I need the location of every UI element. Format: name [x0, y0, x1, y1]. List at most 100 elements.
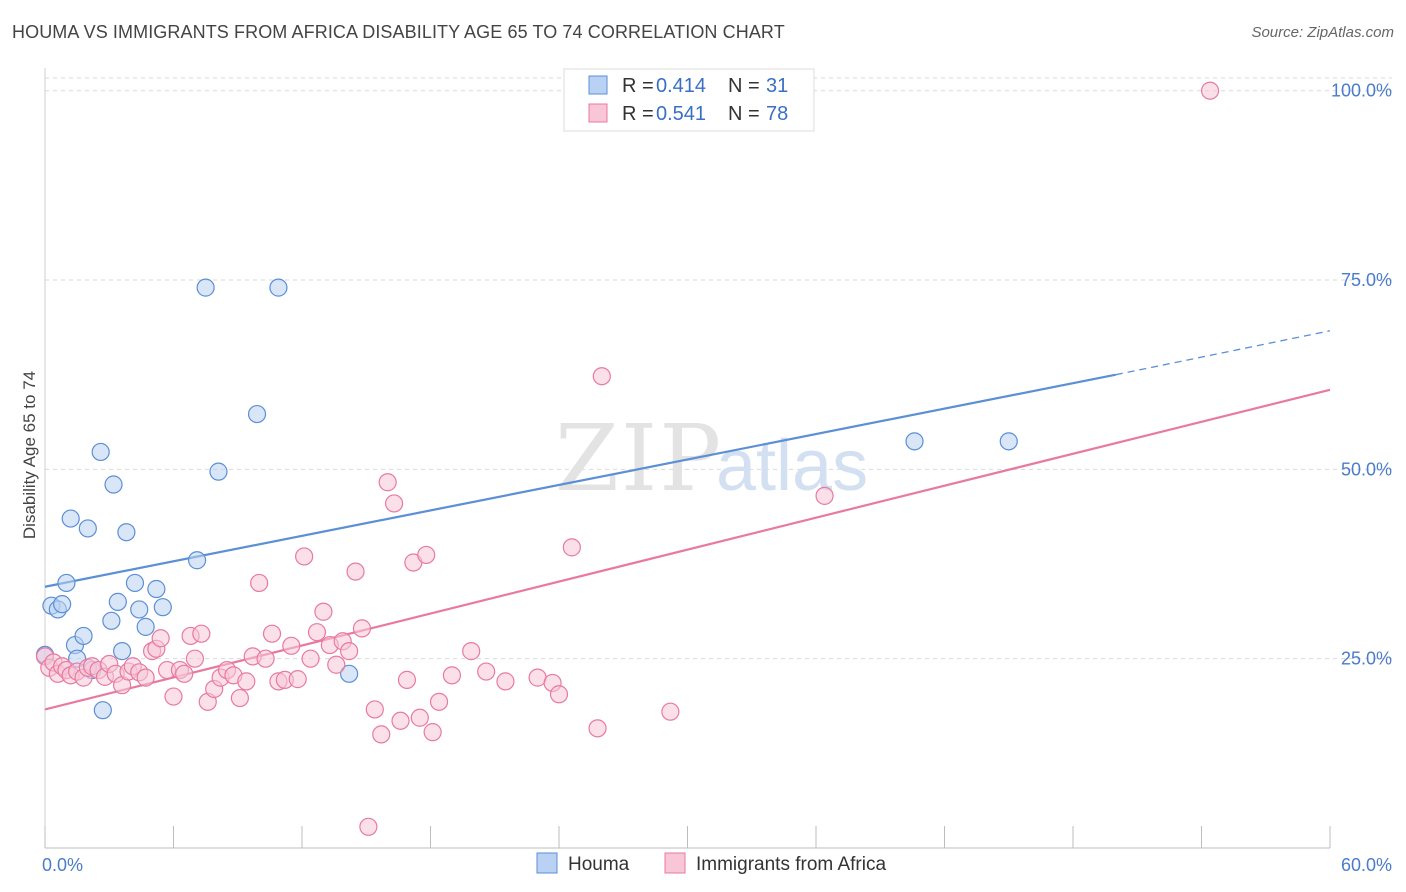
series-1-point-35 [230, 688, 249, 708]
stats-legend: R = 0.414 N = 31 R = 0.541 N = 78 [563, 68, 815, 132]
series-1-point-61 [397, 670, 417, 689]
series-1-point-47 [307, 623, 327, 642]
series-1-point-43 [282, 636, 301, 655]
legend-n-value-1: 78 [766, 103, 788, 125]
series-1-point-75 [588, 719, 607, 738]
series-1-point-58 [378, 473, 397, 492]
series-0-point-22 [153, 598, 172, 617]
y-axis-label: Disability Age 65 to 74 [20, 371, 39, 539]
legend-r-value-1: 0.541 [656, 103, 706, 125]
series-1-point-68 [462, 642, 481, 661]
legend-r-label-1: R = [622, 103, 654, 125]
x-tick-labels: 0.0% 60.0% [42, 855, 1392, 875]
bottom-legend-swatch-1 [664, 852, 686, 874]
series-0-point-28 [340, 664, 359, 683]
x-tick-label-max: 60.0% [1341, 855, 1392, 875]
series-1-point-74 [562, 538, 581, 557]
series-1-point-69 [477, 662, 496, 681]
series-0-point-24 [196, 278, 215, 297]
series-1-point-53 [346, 562, 365, 581]
legend-n-value-0: 31 [766, 75, 788, 97]
series-1-point-39 [256, 649, 275, 668]
series-1-points [35, 81, 1220, 836]
bottom-legend-swatch-0 [536, 852, 558, 874]
grid-lines [45, 77, 1392, 660]
series-0-points [35, 278, 1018, 720]
series-0-point-5 [61, 509, 80, 528]
series-1-point-44 [288, 670, 307, 689]
series-0-trend-extension [1115, 330, 1331, 376]
series-0-point-27 [269, 278, 288, 297]
series-1-point-57 [372, 725, 391, 744]
bottom-legend: Houma Immigrants from Africa [536, 852, 886, 875]
series-0-point-13 [102, 611, 121, 630]
legend-n-label-1: N = [728, 103, 760, 125]
legend-swatch-1 [588, 103, 608, 123]
series-1-point-22 [151, 629, 170, 648]
bottom-legend-label-0: Houma [568, 854, 630, 875]
series-1-point-70 [496, 672, 515, 691]
series-1-point-46 [301, 649, 320, 668]
series-0-point-11 [91, 442, 110, 462]
series-0-point-20 [136, 617, 155, 636]
series-1-point-56 [365, 700, 384, 719]
series-0-point-3 [53, 595, 72, 614]
series-1-point-60 [391, 711, 410, 730]
series-1-point-67 [442, 666, 462, 685]
data-points [35, 81, 1220, 836]
series-0-point-25 [209, 462, 228, 481]
series-1-point-28 [185, 649, 205, 668]
series-1-point-24 [164, 687, 183, 706]
series-1-point-50 [327, 655, 346, 674]
series-0-point-21 [147, 579, 166, 599]
series-0-point-8 [74, 626, 93, 646]
series-0-point-19 [130, 600, 149, 619]
series-1-point-76 [592, 367, 611, 386]
series-0-point-14 [104, 475, 123, 494]
series-1-point-66 [429, 692, 449, 711]
series-1-point-55 [359, 817, 378, 836]
axes [44, 68, 1331, 849]
series-1-point-26 [175, 664, 194, 683]
series-0-point-30 [999, 432, 1018, 451]
legend-r-value-0: 0.414 [656, 75, 706, 97]
series-1-point-52 [340, 642, 359, 661]
series-1-point-19 [136, 668, 155, 687]
series-0-point-23 [187, 551, 207, 570]
series-0-point-12 [93, 701, 112, 720]
y-tick-labels: 25.0% 50.0% 75.0% 100.0% [1331, 81, 1392, 669]
series-0-point-29 [905, 432, 924, 451]
trend-lines [44, 330, 1331, 711]
series-1-point-63 [410, 708, 429, 727]
y-tick-label-0: 25.0% [1341, 649, 1392, 669]
series-1-point-65 [423, 723, 442, 742]
series-1-point-29 [192, 624, 211, 643]
series-0-point-4 [57, 573, 76, 593]
series-1-point-64 [417, 545, 436, 565]
series-0-trend-line [44, 373, 1117, 588]
series-1-point-78 [815, 486, 834, 505]
series-0-point-17 [117, 523, 136, 542]
series-1-point-77 [661, 702, 680, 721]
series-1-point-48 [314, 602, 333, 621]
y-tick-label-2: 75.0% [1341, 270, 1392, 290]
bottom-legend-label-1: Immigrants from Africa [696, 854, 886, 875]
series-1-point-73 [549, 685, 569, 704]
chart-title: HOUMA VS IMMIGRANTS FROM AFRICA DISABILI… [12, 22, 785, 42]
series-1-point-59 [384, 494, 404, 513]
series-1-point-40 [262, 624, 282, 643]
source-label: Source: ZipAtlas.com [1251, 24, 1394, 41]
y-tick-label-3: 100.0% [1331, 81, 1392, 101]
series-1-point-79 [1200, 81, 1220, 100]
legend-swatch-0 [588, 75, 608, 95]
series-1-point-54 [352, 619, 372, 638]
series-0-point-9 [78, 519, 97, 538]
series-1-point-38 [250, 573, 269, 593]
series-1-point-36 [237, 672, 256, 691]
series-1-point-45 [295, 547, 314, 566]
series-0-point-15 [108, 592, 127, 611]
x-tick-label-min: 0.0% [42, 855, 83, 875]
legend-n-label-0: N = [728, 75, 760, 97]
series-0-point-18 [125, 573, 145, 593]
